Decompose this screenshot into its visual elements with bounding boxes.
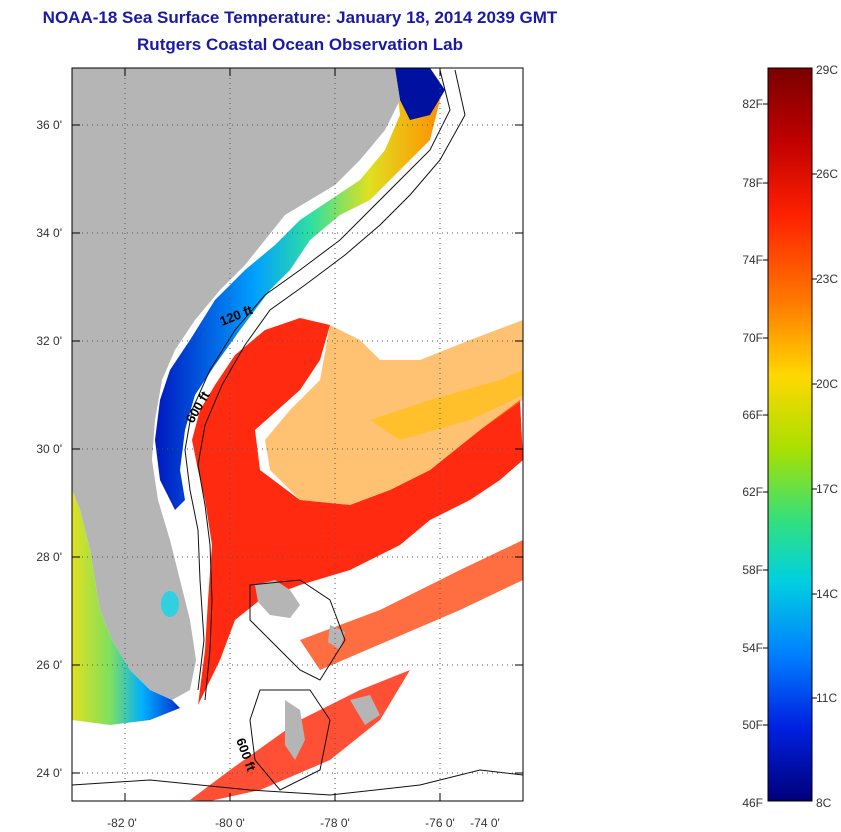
cuba-shelf-contour [72, 769, 523, 796]
colorbar-label-29c: 29C [816, 63, 838, 77]
map-frame [71, 67, 524, 802]
coastal-cold-band [155, 70, 440, 510]
contour-600ft [197, 69, 466, 701]
colorbar-label-17c: 17C [816, 482, 838, 496]
colorbar-label-54f: 54F [742, 641, 763, 655]
northern-cold-water [395, 68, 445, 120]
lat-label-34: 34 0' [36, 226, 62, 240]
abaco-island [328, 625, 345, 650]
axis-ticks [72, 68, 523, 801]
lon-label-74: -74 0' [470, 816, 500, 830]
lat-label-30: 30 0' [36, 442, 62, 456]
lat-label-26: 26 0' [36, 658, 62, 672]
colorbar-label-78f: 78F [742, 176, 763, 190]
lon-label-76: -76 0' [425, 816, 455, 830]
us-east-coast-land [72, 68, 400, 700]
lat-lon-grid [72, 68, 523, 801]
gulf-stream-warm-water [192, 318, 523, 705]
gulf-of-mexico-water [72, 490, 180, 725]
great-bahama-bank-contour [249, 689, 331, 791]
sst-map-area: 120 ft 600 ft 600 ft [72, 68, 523, 801]
colorbar-ticks [763, 103, 817, 726]
colorbar-label-14c: 14C [816, 587, 838, 601]
lon-label-78: -78 0' [320, 816, 350, 830]
colorbar-label-66f: 66F [742, 408, 763, 422]
bahamas-bank-contour [249, 579, 346, 681]
lat-label-24: 24 0' [36, 766, 62, 780]
eleuthera-island [350, 695, 380, 725]
map-title: NOAA-18 Sea Surface Temperature: January… [42, 8, 558, 27]
offshore-orange-streaks [300, 540, 523, 670]
northeast-streak [370, 370, 523, 440]
map-subtitle: Rutgers Coastal Ocean Observation Lab [137, 35, 463, 54]
colorbar-label-46f: 46F [742, 796, 763, 810]
lat-label-32: 32 0' [36, 334, 62, 348]
colorbar-label-23c: 23C [816, 272, 838, 286]
colorbar-label-74f: 74F [742, 253, 763, 267]
grand-bahama [255, 580, 300, 618]
colorbar-label-70f: 70F [742, 331, 763, 345]
colorbar-label-8c: 8C [816, 796, 832, 810]
andros-island [285, 700, 305, 760]
colorbar-label-50f: 50F [742, 718, 763, 732]
colorbar-label-82f: 82F [742, 97, 763, 111]
contour-120ft [184, 69, 451, 691]
lon-label-82: -82 0' [107, 816, 137, 830]
colorbar-label-20c: 20C [816, 377, 838, 391]
colorbar-label-11c: 11C [816, 691, 837, 705]
lat-label-28: 28 0' [36, 550, 62, 564]
lake-okeechobee [161, 591, 179, 617]
lon-label-80: -80 0' [215, 816, 245, 830]
temperature-colorbar [767, 67, 813, 802]
colorbar-label-58f: 58F [742, 563, 763, 577]
lat-label-36: 36 0' [36, 118, 62, 132]
colorbar-label-62f: 62F [742, 485, 763, 499]
colorbar-label-26c: 26C [816, 167, 838, 181]
